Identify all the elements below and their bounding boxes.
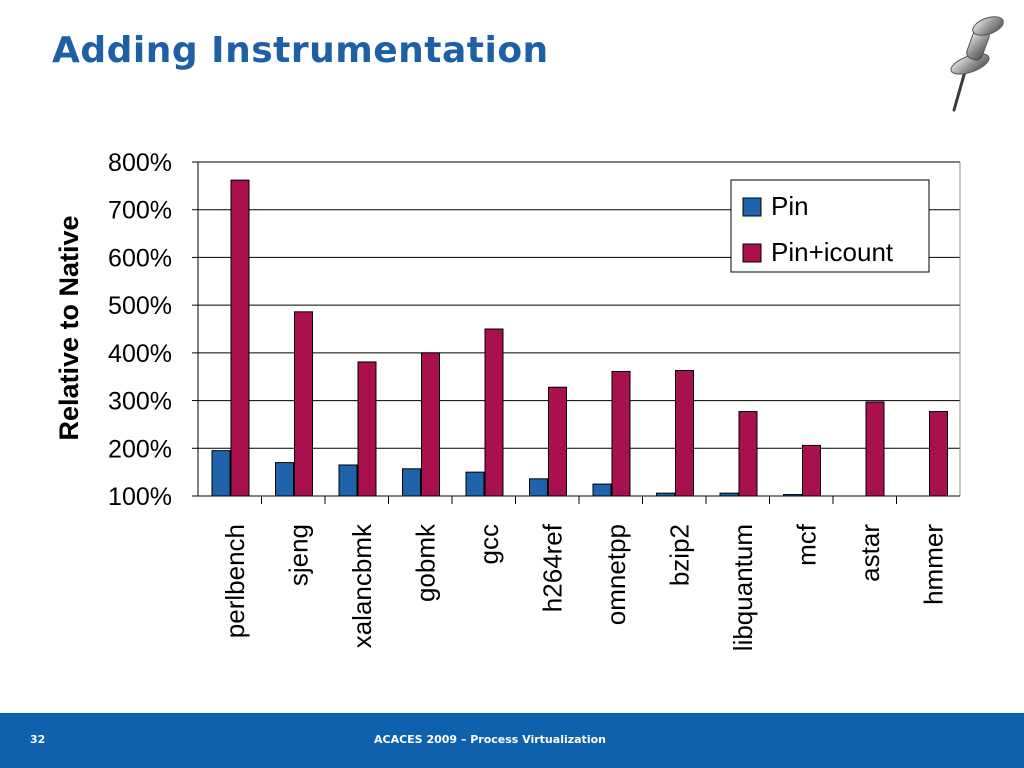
bar-pin-gobmk bbox=[402, 468, 421, 497]
bar-pin-icount-astar bbox=[865, 401, 885, 497]
y-tick-label: 200% bbox=[108, 435, 172, 463]
x-tick-label: xalancbmk bbox=[347, 523, 377, 648]
bars bbox=[211, 179, 948, 497]
footer-text: ACACES 2009 – Process Virtualization bbox=[374, 733, 606, 746]
bar-pin-icount-omnetpp bbox=[611, 370, 631, 497]
legend: Pin Pin+icount bbox=[730, 179, 930, 273]
pushpin-icon bbox=[950, 16, 1004, 112]
x-tick-label: astar bbox=[855, 524, 885, 582]
footer-bar: 32 ACACES 2009 – Process Virtualization bbox=[0, 713, 1024, 768]
bar-pin-icount-perlbench bbox=[230, 179, 250, 497]
x-tick-label: gcc bbox=[474, 524, 504, 564]
x-tick-label: gobmk bbox=[410, 523, 440, 602]
legend-label: Pin bbox=[771, 191, 809, 221]
y-axis-label: Relative to Native bbox=[54, 215, 84, 440]
bar-pin-omnetpp bbox=[592, 483, 612, 497]
y-tick-label: 400% bbox=[108, 340, 172, 368]
x-tick-label: sjeng bbox=[283, 524, 313, 586]
tick-labels: 100% 200% 300% 400% 500% 600% 700% 800% perlbenc… bbox=[108, 149, 948, 651]
x-tick-label: mcf bbox=[791, 523, 821, 566]
page-number: 32 bbox=[30, 733, 46, 746]
x-tick-label: perlbench bbox=[220, 524, 250, 638]
bar-pin-icount-hmmer bbox=[929, 411, 948, 497]
y-tick-label: 800% bbox=[108, 149, 172, 177]
bar-pin-icount-mcf bbox=[802, 444, 821, 497]
y-tick-label: 700% bbox=[108, 197, 172, 225]
bar-pin-icount-gobmk bbox=[421, 352, 440, 497]
x-tick-label: bzip2 bbox=[664, 524, 694, 586]
bar-pin-gcc bbox=[465, 471, 485, 497]
bar-pin-sjeng bbox=[275, 462, 294, 497]
y-tick-label: 300% bbox=[108, 388, 172, 416]
bar-pin-icount-gcc bbox=[484, 328, 504, 497]
legend-label: Pin+icount bbox=[771, 237, 894, 267]
bar-pin-icount-xalancbmk bbox=[357, 361, 377, 497]
bar-chart: 100% 200% 300% 400% 500% 600% 700% 800% perlbenc… bbox=[54, 149, 961, 651]
axes bbox=[192, 161, 961, 504]
legend-box bbox=[730, 179, 930, 273]
x-tick-label: omnetpp bbox=[601, 524, 631, 625]
x-tick-label: h264ref bbox=[537, 523, 567, 612]
x-tick-label: libquantum bbox=[728, 524, 758, 651]
legend-swatch bbox=[742, 243, 762, 263]
slide-title: Adding Instrumentation bbox=[52, 30, 549, 71]
x-tick-label: hmmer bbox=[918, 524, 948, 605]
bar-pin-icount-libquantum bbox=[738, 411, 758, 497]
bar-pin-icount-sjeng bbox=[294, 311, 313, 497]
y-tick-label: 500% bbox=[108, 292, 172, 320]
bar-pin-h264ref bbox=[529, 478, 548, 497]
y-tick-label: 600% bbox=[108, 244, 172, 272]
y-tick-label: 100% bbox=[108, 483, 172, 511]
bar-pin-icount-bzip2 bbox=[675, 370, 694, 497]
legend-swatch bbox=[742, 197, 762, 217]
bar-pin-perlbench bbox=[211, 450, 231, 497]
bar-pin-xalancbmk bbox=[338, 464, 358, 497]
bar-pin-icount-h264ref bbox=[548, 386, 567, 497]
